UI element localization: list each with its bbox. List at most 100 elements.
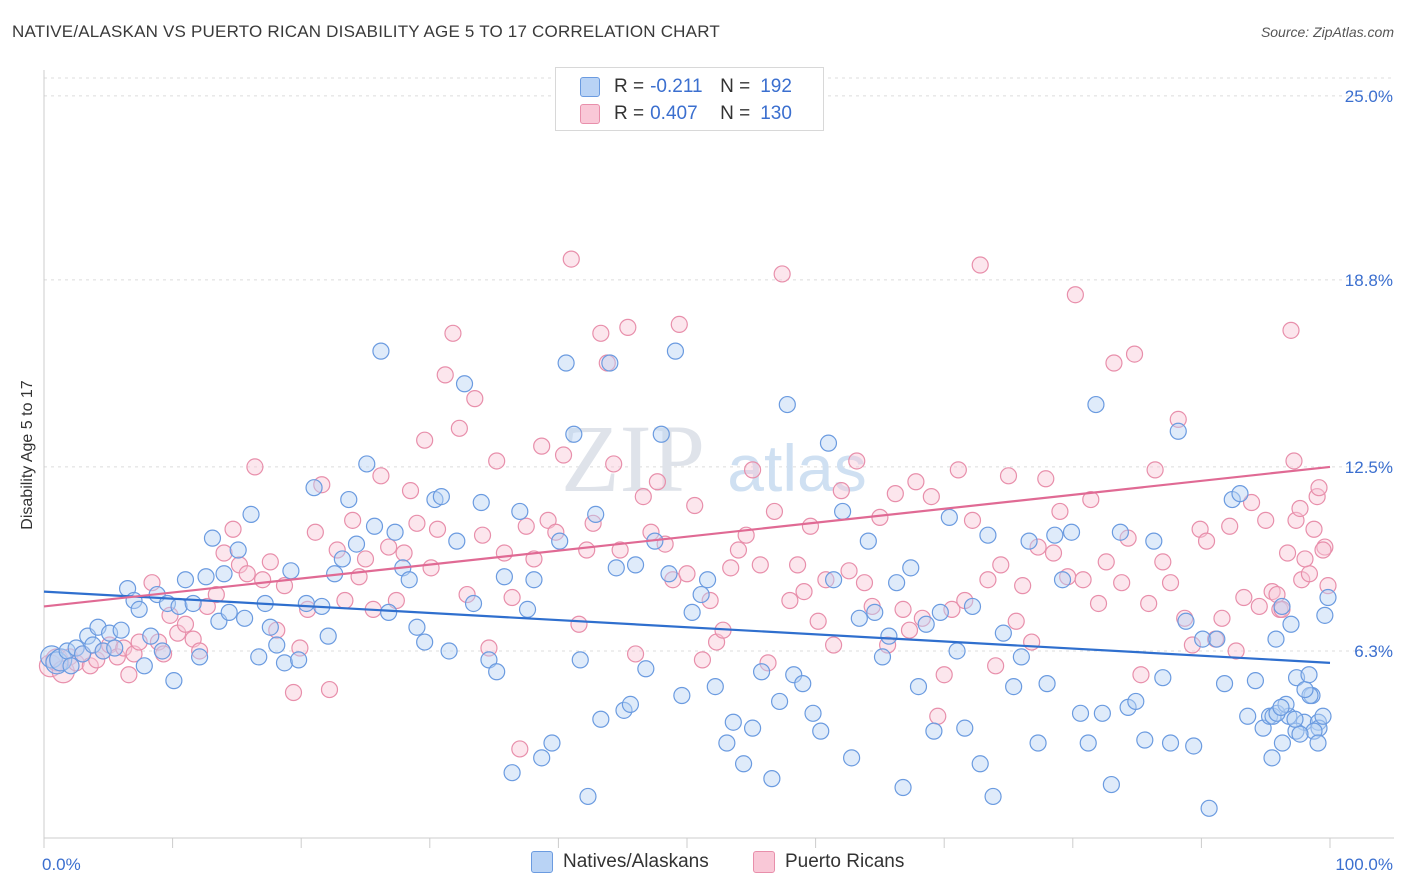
natives-point [652, 425, 670, 443]
natives-point [963, 597, 982, 616]
correlation-legend: R = -0.211 N = 192 R = 0.407 N = 130 [555, 67, 824, 131]
puerto-rican-point [611, 541, 629, 559]
natives-point [1185, 737, 1203, 755]
puerto-rican-point [488, 452, 506, 470]
natives-point [763, 770, 781, 788]
puerto-rican-point [416, 431, 434, 449]
puerto-rican-point [935, 666, 953, 684]
natives-point [358, 455, 376, 473]
puerto-rican-point [840, 562, 858, 580]
natives-point [873, 648, 892, 666]
natives-point [49, 648, 73, 672]
puerto-rican-point [693, 651, 712, 669]
natives-point [400, 571, 418, 589]
puerto-rican-point [759, 654, 777, 672]
series-swatch-natives [531, 851, 553, 873]
natives-alaskans-points [40, 342, 1337, 817]
legend-row-natives: R = -0.211 N = 192 [580, 74, 792, 100]
y-tick-label: 25.0% [1345, 87, 1393, 106]
natives-point [242, 505, 260, 524]
puerto-rican-point [1029, 538, 1047, 556]
natives-point [931, 603, 949, 621]
natives-point [888, 574, 906, 592]
natives-point [1029, 734, 1047, 752]
puerto-rican-point [1235, 588, 1253, 607]
puerto-rican-point [238, 565, 256, 583]
natives-point [480, 651, 498, 669]
natives-point [940, 508, 958, 526]
natives-point [706, 677, 724, 696]
natives-point [1087, 395, 1105, 414]
puerto-rican-point [1227, 642, 1245, 660]
series-legend-puerto-ricans[interactable]: Puerto Ricans [753, 851, 904, 873]
natives-point [859, 532, 877, 550]
puerto-rican-point [387, 591, 405, 610]
series-legend-natives[interactable]: Natives/Alaskans [531, 851, 709, 873]
puerto-rican-point [992, 556, 1010, 574]
natives-point [386, 523, 404, 541]
axes [43, 70, 1394, 848]
natives-point [592, 710, 610, 728]
natives-point [971, 755, 989, 773]
natives-point [261, 618, 279, 636]
puerto-rican-point [215, 544, 233, 562]
natives-point [607, 559, 625, 577]
natives-point [62, 657, 80, 675]
natives-point [282, 562, 300, 580]
natives-point [626, 556, 645, 574]
puerto-rican-point [922, 487, 940, 506]
series-label-natives: Natives/Alaskans [563, 851, 709, 872]
puerto-rican-point [605, 455, 623, 473]
puerto-rican-point [547, 523, 565, 541]
natives-point [455, 375, 474, 393]
puerto-rican-point [1140, 594, 1158, 613]
natives-point [333, 550, 351, 568]
natives-point [1319, 588, 1337, 607]
natives-point [825, 571, 843, 589]
puerto-rican-point [1037, 470, 1055, 488]
natives-point [268, 636, 286, 654]
puerto-rican-point [1263, 582, 1281, 601]
puerto-rican-point [1051, 502, 1069, 521]
natives-point [1263, 749, 1281, 767]
y-tick-label: 18.8% [1345, 271, 1393, 290]
natives-point [557, 354, 575, 372]
natives-point [142, 627, 160, 645]
source-label: Source: ZipAtlas.com [1260, 24, 1394, 40]
natives-point [130, 600, 148, 619]
natives-point [834, 502, 852, 521]
puerto-rican-point [781, 591, 799, 610]
natives-point [1267, 630, 1285, 648]
natives-point [718, 734, 736, 752]
puerto-rican-point [344, 511, 362, 529]
puerto-rican-point [773, 265, 791, 283]
puerto-rican-point [855, 574, 874, 592]
natives-point [340, 490, 358, 509]
puerto-rican-point [115, 639, 133, 657]
natives-point [743, 719, 762, 737]
puerto-rican-point [1257, 511, 1275, 529]
natives-point [551, 532, 569, 550]
puerto-rican-point [578, 541, 596, 559]
natives-point [843, 749, 861, 767]
natives-point [1300, 666, 1318, 684]
natives-point [601, 354, 619, 372]
natives-point [948, 642, 966, 660]
series-label-puerto-ricans: Puerto Ricans [785, 851, 905, 872]
puerto-rican-point [751, 556, 769, 574]
puerto-rican-point [401, 482, 420, 500]
natives-point [785, 666, 803, 684]
puerto-rican-point [356, 550, 375, 568]
puerto-rican-point [1300, 565, 1319, 583]
natives-point [84, 636, 102, 654]
puerto-rican-point [320, 680, 339, 699]
legend-n-value-puerto-ricans: 130 [760, 103, 792, 124]
natives-point [621, 695, 640, 714]
tick-labels: 6.3% 12.5% 18.8% 25.0% 0.0% 100.0% [42, 87, 1393, 874]
puerto-rican-point [480, 639, 498, 657]
puerto-rican-point [176, 615, 195, 633]
series-swatch-puerto-ricans [753, 851, 775, 873]
puerto-rican-point [198, 597, 216, 616]
puerto-rican-point [1213, 609, 1231, 627]
